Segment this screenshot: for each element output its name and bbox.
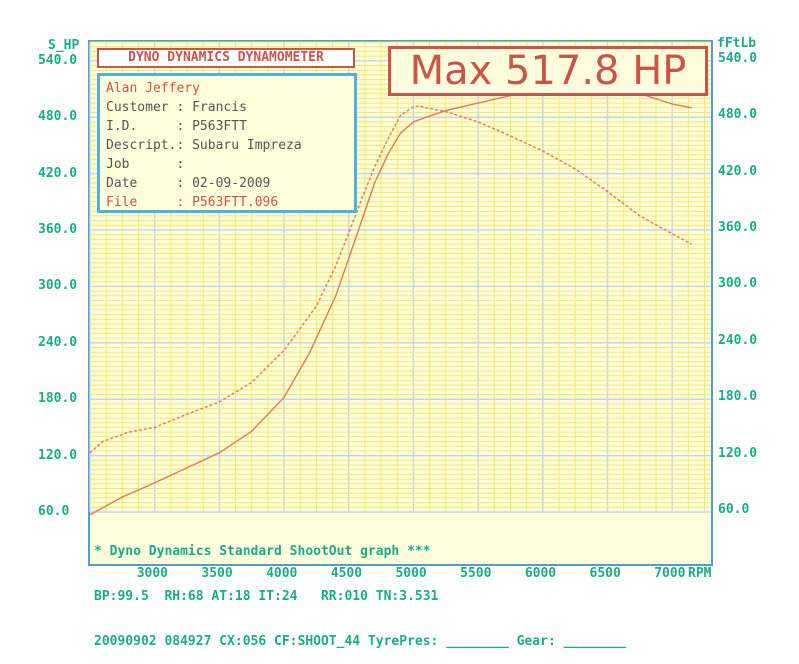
info-row-description: Descript.: Subaru Impreza xyxy=(106,136,348,155)
max-power-readout: Max 517.8 HP xyxy=(388,46,708,96)
info-row-customer: Customer : Francis xyxy=(106,98,348,117)
x-tick-label: 5000 xyxy=(395,566,427,581)
info-value: Subaru Impreza xyxy=(192,138,302,153)
info-label: Date : xyxy=(106,176,185,191)
y-tick-label-left: 60.0 xyxy=(38,504,70,519)
y-tick-label-right: 180.0 xyxy=(718,389,758,405)
dyno-brand-title: DYNO DYNAMICS DYNAMOMETER xyxy=(97,48,355,68)
y-tick-label-right: 540.0 xyxy=(718,50,758,66)
info-value: Francis xyxy=(192,100,247,115)
y-tick-label-right: 60.0 xyxy=(718,502,750,517)
y-tick-label-left: 480.0 xyxy=(38,109,78,125)
operator-name: Alan Jeffery xyxy=(106,81,200,96)
footer-line-timestamp: 20090902 084927 CX:056 CF:SHOOT_44 TyreP… xyxy=(94,634,627,649)
run-footer: * Dyno Dynamics Standard ShootOut graph … xyxy=(94,514,709,664)
y-tick-label-left: 540.0 xyxy=(38,52,78,68)
info-row-date: Date : 02-09-2009 xyxy=(106,174,348,193)
footer-line-title: * Dyno Dynamics Standard ShootOut graph … xyxy=(94,544,431,559)
info-label: Customer : xyxy=(106,100,185,115)
x-tick-label: 6500 xyxy=(589,566,621,581)
info-label: File : xyxy=(106,195,185,210)
info-row-id: I.D. : P563FTT xyxy=(106,117,348,136)
y-tick-label-right: 420.0 xyxy=(718,163,758,179)
torque-curve xyxy=(89,105,692,454)
x-axis-unit: RPM xyxy=(688,566,712,581)
info-label: I.D. : xyxy=(106,119,185,134)
x-tick-label: 3000 xyxy=(136,566,168,581)
y-tick-label-right: 360.0 xyxy=(718,220,758,235)
info-label: Job : xyxy=(106,157,185,172)
y-tick-label-right: 300.0 xyxy=(718,276,758,292)
y-tick-label-left: 180.0 xyxy=(38,391,78,407)
x-tick-label: 4500 xyxy=(330,566,363,581)
y-tick-label-left: 120.0 xyxy=(38,447,78,463)
y-tick-label-right: 240.0 xyxy=(718,332,758,348)
info-value: P563FTT.096 xyxy=(192,195,279,210)
y-tick-label-right: 480.0 xyxy=(718,107,758,123)
y-tick-label-left: 240.0 xyxy=(38,334,78,350)
x-tick-label: 4000 xyxy=(266,566,298,581)
y-tick-label-left: 420.0 xyxy=(38,165,78,181)
y-tick-label-left: 300.0 xyxy=(38,278,78,294)
x-tick-label: 5500 xyxy=(460,566,492,581)
x-tick-label: 6000 xyxy=(524,566,557,581)
info-row-job: Job : xyxy=(106,155,348,174)
y-tick-label-right: 120.0 xyxy=(718,445,758,461)
info-label: Descript.: xyxy=(106,138,185,153)
right-axis-label: fFtLb xyxy=(717,36,757,51)
info-value: P563FTT xyxy=(192,119,247,134)
info-row-file: File : P563FTT.096 xyxy=(106,193,348,212)
x-tick-label: 3500 xyxy=(201,566,233,581)
run-info-box: Alan Jeffery Customer : Francis I.D. : P… xyxy=(97,73,357,213)
x-tick-label: 7000 xyxy=(654,566,686,581)
info-value: 02-09-2009 xyxy=(192,176,271,191)
footer-line-conditions: BP:99.5 RH:68 AT:18 IT:24 RR:010 TN:3.53… xyxy=(94,589,439,604)
y-tick-label-left: 360.0 xyxy=(38,222,78,237)
left-axis-label: S_HP xyxy=(48,38,80,53)
